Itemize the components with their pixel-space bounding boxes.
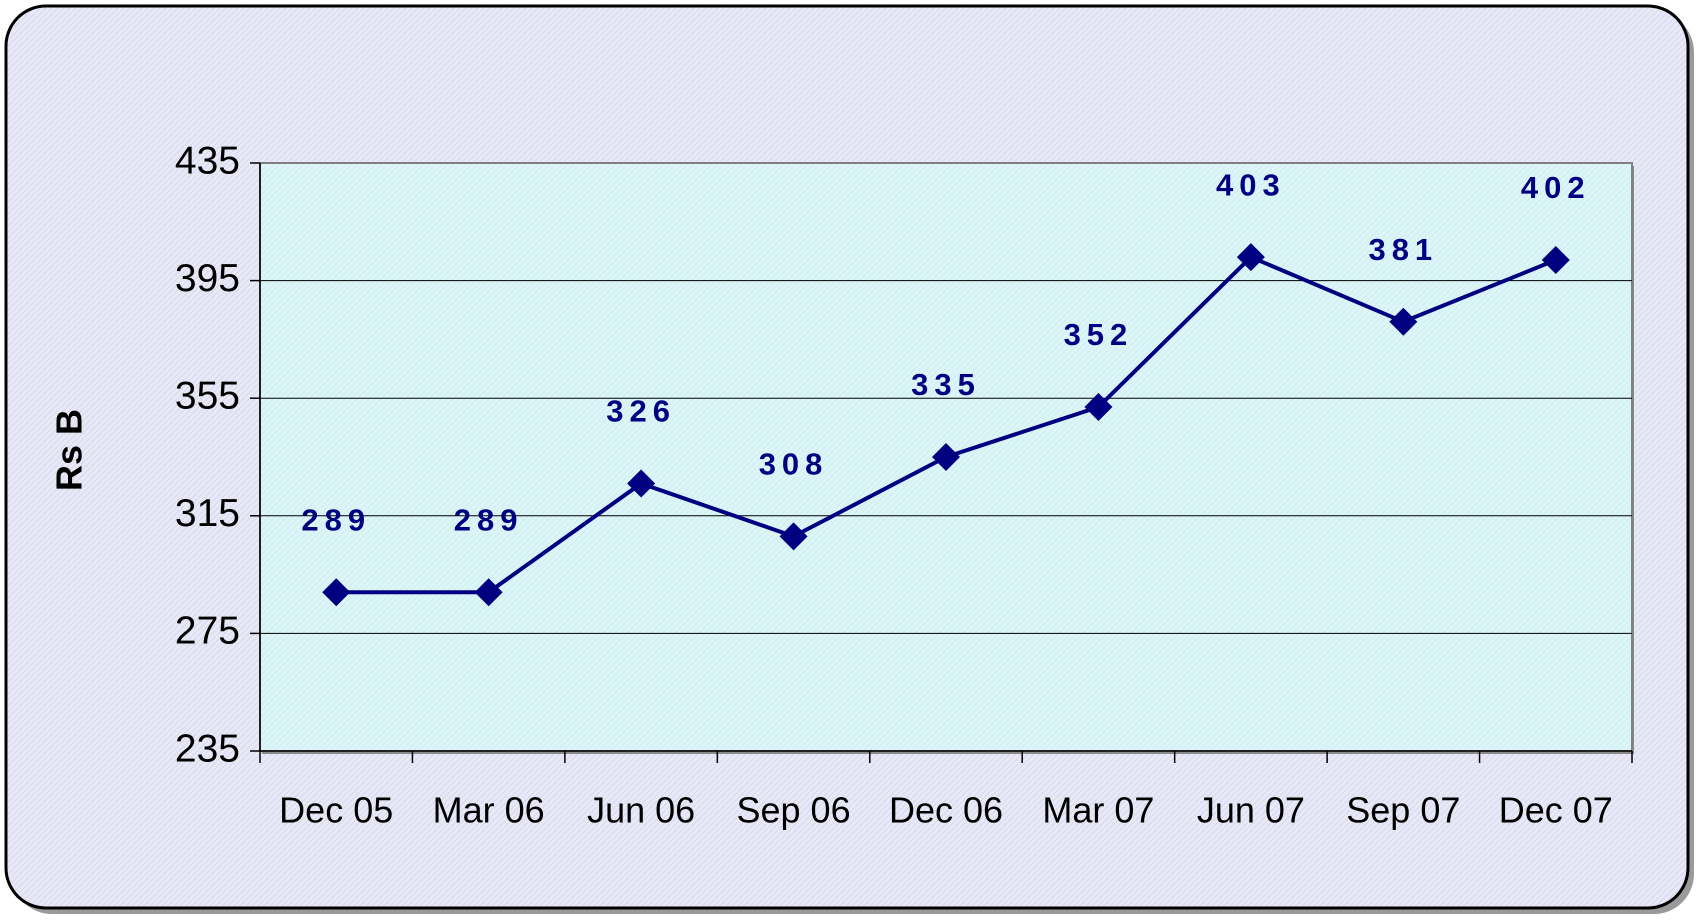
y-tick-label: 235 (175, 727, 240, 770)
marker (779, 522, 808, 551)
marker (932, 443, 960, 471)
data-label: 403 (1216, 167, 1286, 202)
marker (1389, 307, 1418, 336)
data-label: 402 (1521, 170, 1591, 205)
x-tick-label: Dec 05 (279, 790, 393, 831)
data-label: 352 (1064, 317, 1134, 352)
x-tick-label: Mar 06 (433, 790, 545, 831)
y-tick-label: 355 (175, 374, 240, 417)
marker (1541, 246, 1570, 275)
x-tick-label: Mar 07 (1042, 790, 1154, 831)
x-tick-label: Dec 07 (1499, 790, 1613, 831)
marker (474, 578, 503, 607)
x-tick-label: Jun 07 (1197, 790, 1305, 831)
y-tick-label: 315 (175, 492, 240, 535)
x-tick-label: Sep 06 (737, 790, 851, 831)
y-tick-label: 395 (175, 257, 240, 300)
marker (627, 469, 656, 498)
y-tick-label: 435 (175, 139, 240, 182)
data-label: 335 (911, 367, 981, 402)
marker (1084, 393, 1113, 422)
x-tick-label: Jun 06 (587, 790, 695, 831)
data-label: 381 (1368, 232, 1438, 267)
data-label: 289 (301, 502, 371, 537)
data-label: 326 (606, 394, 676, 429)
x-tick-label: Dec 06 (889, 790, 1003, 831)
x-tick-label: Sep 07 (1346, 790, 1460, 831)
y-axis-label: Rs B (49, 409, 90, 491)
data-label: 289 (454, 502, 524, 537)
data-label: 308 (759, 447, 829, 482)
marker (322, 578, 351, 607)
y-tick-label: 275 (175, 610, 240, 653)
marker (1236, 243, 1265, 272)
